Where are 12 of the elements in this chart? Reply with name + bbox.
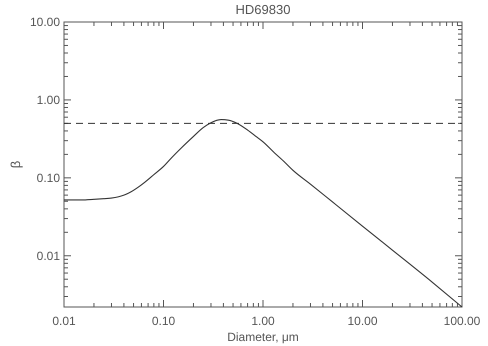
chart-title: HD69830 [236,2,290,17]
x-tick-label: 1.00 [251,314,275,328]
x-tick-label: 0.10 [152,314,176,328]
y-tick-label: 10.00 [30,15,60,29]
y-axis-title: β [8,160,23,168]
x-axis-title: Diameter, μm [227,330,299,344]
x-tick-label: 0.01 [52,314,76,328]
x-tick-label: 10.00 [347,314,378,328]
y-tick-label: 1.00 [36,92,60,107]
y-tick-label: 0.01 [36,248,60,263]
y-tick-label: 0.10 [36,170,60,185]
x-tick-label: 100.00 [444,314,481,328]
